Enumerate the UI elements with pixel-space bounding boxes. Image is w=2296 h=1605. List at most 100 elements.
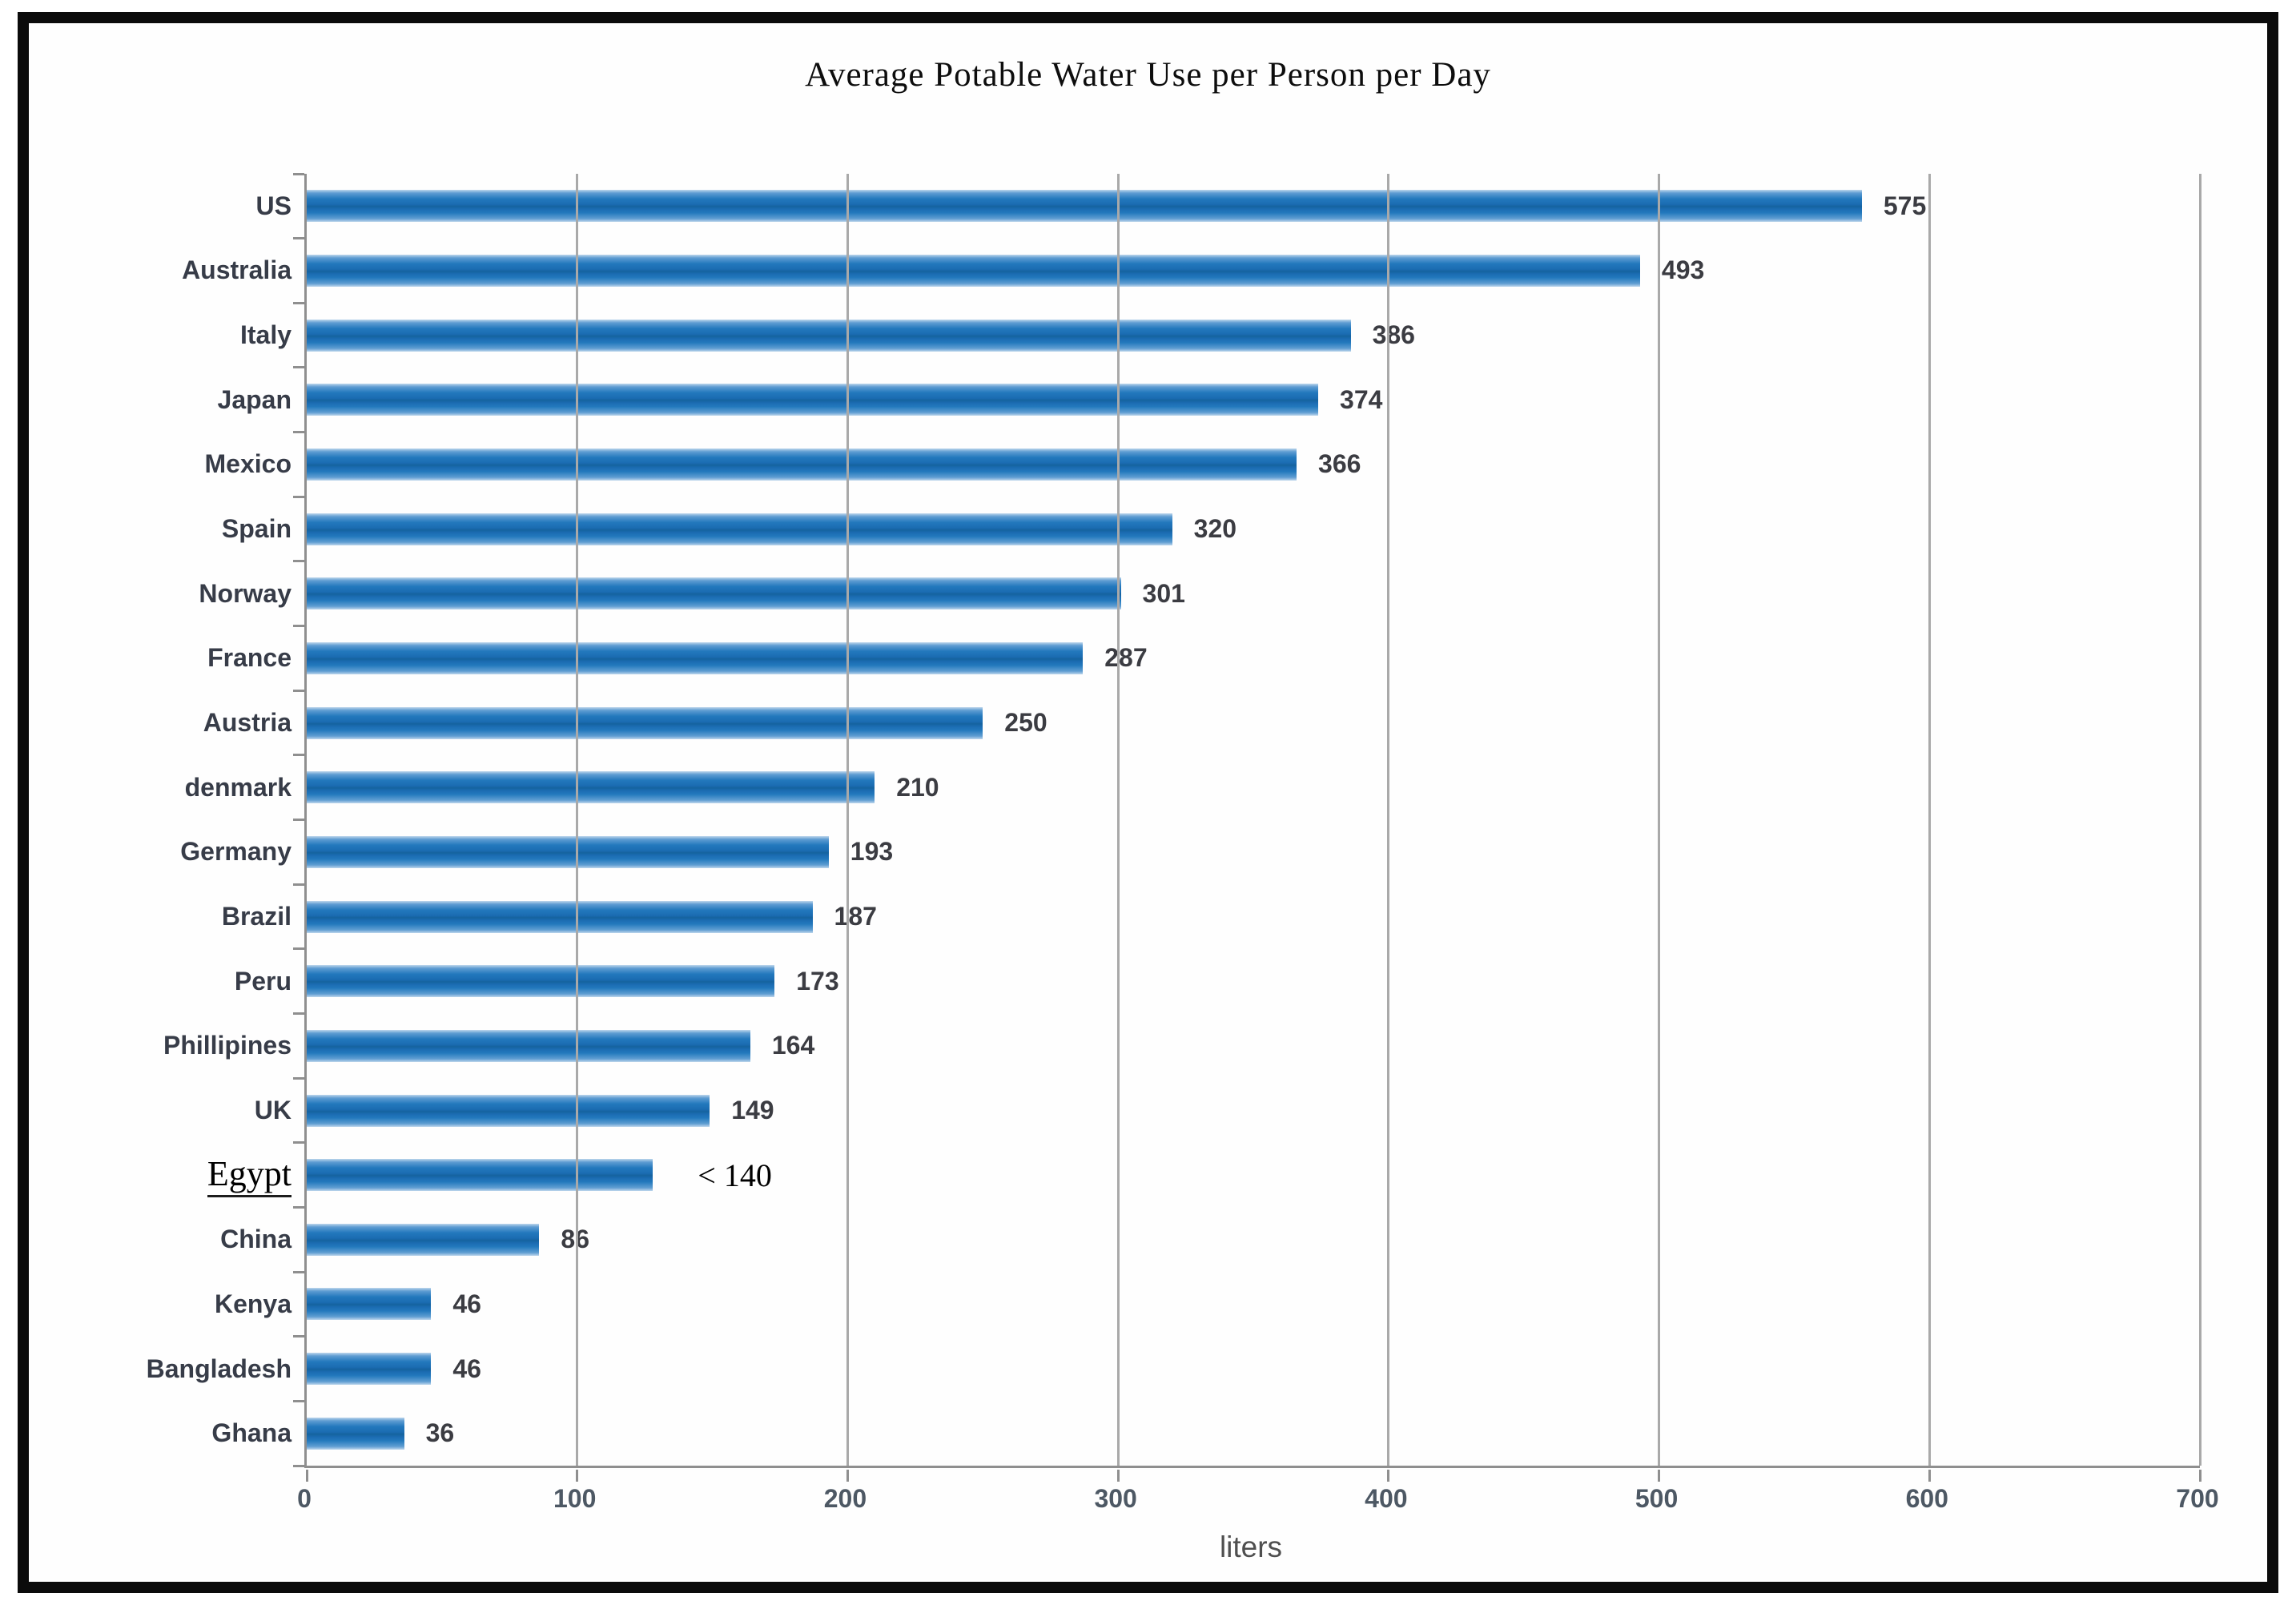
value-label: 366 xyxy=(1318,449,1361,479)
bar xyxy=(307,900,813,933)
category-label: China xyxy=(220,1225,292,1254)
x-tick-label: 700 xyxy=(2176,1484,2219,1513)
gridline-600 xyxy=(1928,174,1931,1466)
category-label: UK xyxy=(254,1096,292,1125)
y-axis-tick xyxy=(293,1141,304,1144)
value-label: 36 xyxy=(425,1418,455,1448)
y-axis-tick xyxy=(293,1205,304,1209)
bar xyxy=(307,319,1351,352)
category-label: Bangladesh xyxy=(146,1354,292,1383)
bar xyxy=(307,965,775,998)
bar-row: 575 xyxy=(307,174,2200,239)
value-label: 386 xyxy=(1372,320,1415,350)
category-label: US xyxy=(255,191,292,220)
gridline-700 xyxy=(2198,174,2202,1466)
y-axis-tick xyxy=(293,1335,304,1338)
category-label: Ghana xyxy=(211,1418,292,1448)
value-label: 193 xyxy=(850,837,894,867)
bar-row: 210 xyxy=(307,755,2200,820)
bar-row: 366 xyxy=(307,432,2200,497)
x-tick-label: 600 xyxy=(1905,1484,1948,1513)
y-axis-tick xyxy=(293,1464,304,1467)
value-label: 320 xyxy=(1193,514,1237,544)
category-label: Germany xyxy=(180,837,292,867)
bar-row: 187 xyxy=(307,884,2200,949)
bar xyxy=(307,1223,540,1256)
bar-rows-container: 575 493 386 374 366 320 301 287 250 210 xyxy=(307,174,2200,1466)
category-label: denmark xyxy=(184,772,292,802)
value-label: 46 xyxy=(452,1289,481,1318)
bar xyxy=(307,771,875,804)
bar-row: 164 xyxy=(307,1014,2200,1079)
bar xyxy=(307,190,1862,223)
value-label: 287 xyxy=(1104,643,1148,673)
bar-row: 173 xyxy=(307,949,2200,1014)
bar xyxy=(307,835,829,868)
value-label: 187 xyxy=(834,902,877,931)
gridline-100 xyxy=(576,174,579,1466)
y-axis-tick xyxy=(293,301,304,304)
gridline-200 xyxy=(846,174,849,1466)
bar-row: 46 xyxy=(307,1272,2200,1337)
y-axis-tick xyxy=(293,237,304,240)
y-axis-tick xyxy=(293,431,304,434)
bar-row: 193 xyxy=(307,820,2200,885)
x-axis-tick xyxy=(305,1470,308,1482)
x-axis-title: liters xyxy=(1219,1531,1283,1563)
bar-row: 493 xyxy=(307,239,2200,304)
chart-title: Average Potable Water Use per Person per… xyxy=(805,56,1491,94)
x-axis-tick xyxy=(1928,1470,1931,1482)
x-tick-label: 300 xyxy=(1094,1484,1137,1513)
x-tick-label: 0 xyxy=(297,1484,312,1513)
category-label: Brazil xyxy=(221,902,292,931)
x-tick-label: 500 xyxy=(1635,1484,1679,1513)
value-label: 301 xyxy=(1142,578,1185,608)
x-axis-tick xyxy=(2198,1470,2202,1482)
y-axis-tick xyxy=(293,947,304,951)
bar-row: 386 xyxy=(307,303,2200,368)
value-label: 250 xyxy=(1004,708,1047,738)
bar xyxy=(307,1288,432,1321)
bar xyxy=(307,706,983,739)
y-axis-category-labels: US Australia Italy Japan Mexico Spain Norway Fr… xyxy=(53,174,292,1466)
plot-area: 575 493 386 374 366 320 301 287 250 210 xyxy=(293,172,2202,1482)
value-label: 575 xyxy=(1883,191,1927,220)
bar-row: 320 xyxy=(307,497,2200,561)
y-axis-tick xyxy=(293,1012,304,1015)
category-label: Egypt xyxy=(53,1143,292,1208)
value-label: 493 xyxy=(1661,255,1705,285)
bar xyxy=(307,577,1121,610)
x-axis-tick xyxy=(1116,1470,1120,1482)
category-label: Peru xyxy=(234,966,292,996)
x-axis-tick xyxy=(1387,1470,1390,1482)
y-axis-tick xyxy=(293,1399,304,1402)
x-axis-tick xyxy=(576,1470,579,1482)
category-label: Australia xyxy=(182,255,292,285)
bar xyxy=(307,1029,750,1062)
bar-row: 374 xyxy=(307,368,2200,432)
chart-frame: Average Potable Water Use per Person per… xyxy=(18,12,2278,1593)
category-label: France xyxy=(207,643,292,673)
y-axis-tick xyxy=(293,495,304,498)
y-axis-tick xyxy=(293,819,304,821)
category-label: Italy xyxy=(239,320,292,350)
bar xyxy=(307,254,1640,287)
category-label: Norway xyxy=(199,578,292,608)
bar-row: 149 xyxy=(307,1078,2200,1143)
bar xyxy=(307,513,1172,545)
bar xyxy=(307,448,1297,481)
bar-row: 86 xyxy=(307,1208,2200,1273)
y-axis-tick xyxy=(293,366,304,369)
bar xyxy=(307,1094,710,1127)
bar-row: 46 xyxy=(307,1337,2200,1402)
bar xyxy=(307,1159,653,1192)
x-tick-label: 100 xyxy=(553,1484,597,1513)
value-label: 210 xyxy=(896,772,939,802)
y-axis-tick xyxy=(293,1270,304,1273)
x-tick-label: 400 xyxy=(1365,1484,1408,1513)
x-axis-tick-labels: 0 100 200 300 400 500 600 700 xyxy=(297,1484,2219,1518)
bar xyxy=(307,384,1319,416)
category-label: Austria xyxy=(203,708,292,738)
category-label: Mexico xyxy=(204,449,292,479)
gridline-300 xyxy=(1116,174,1120,1466)
